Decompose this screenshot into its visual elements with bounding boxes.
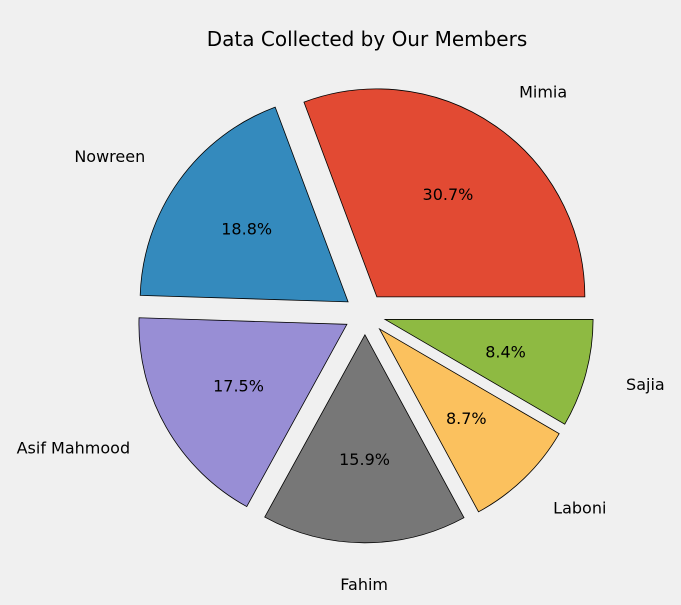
pie-percent-label: 18.8% xyxy=(221,220,272,239)
pie-slice-sajia xyxy=(383,319,594,425)
chart-title: Data Collected by Our Members xyxy=(207,27,528,51)
pie-percent-label: 8.4% xyxy=(485,342,526,361)
pie-percent-label: 30.7% xyxy=(423,185,474,204)
pie-category-label: Mimia xyxy=(519,82,567,101)
pie-category-label: Laboni xyxy=(553,499,606,518)
pie-labels: 30.7% Mimia 18.8% Nowreen 17.5% Asif Mahmood 1… xyxy=(17,82,665,594)
pie-percent-label: 8.7% xyxy=(446,409,487,428)
pie-percent-label: 15.9% xyxy=(339,450,390,469)
pie-category-label: Asif Mahmood xyxy=(17,438,131,457)
pie-slice-mimia xyxy=(303,88,586,298)
pie-slices xyxy=(138,88,594,544)
pie-category-label: Fahim xyxy=(340,575,388,594)
pie-slice-asif-mahmood xyxy=(138,317,348,508)
pie-category-label: Sajia xyxy=(626,375,665,394)
pie-slice-fahim xyxy=(264,333,465,544)
pie-slice-laboni xyxy=(378,327,560,513)
pie-percent-label: 17.5% xyxy=(213,377,264,396)
pie-slice-nowreen xyxy=(139,106,349,303)
pie-category-label: Nowreen xyxy=(74,147,145,166)
